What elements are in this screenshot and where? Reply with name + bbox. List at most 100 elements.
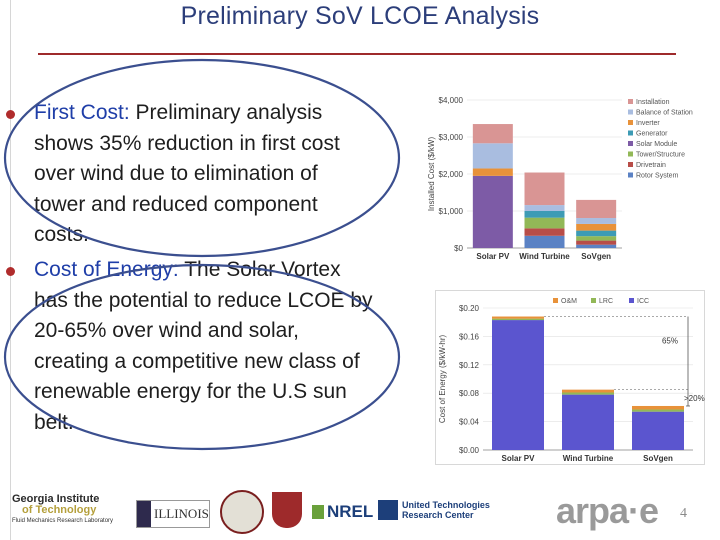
bar-segment [576, 230, 617, 237]
legend-swatch [553, 298, 558, 303]
legend-entry: Rotor System [636, 173, 679, 180]
illinois-logo: ILLINOIS [136, 500, 210, 528]
nrel-mark [312, 505, 324, 519]
utrc-name-1: United Technologies [402, 500, 490, 510]
slide-title: Preliminary SoV LCOE Analysis [180, 2, 540, 30]
x-tick-label: Solar PV [476, 252, 510, 261]
bar-segment [576, 199, 617, 219]
legend-swatch [628, 99, 633, 104]
legend-entry: O&M [561, 298, 577, 305]
illinois-mark [137, 501, 151, 527]
bar-segment [576, 244, 617, 248]
bar-segment [632, 405, 684, 410]
nrel-wordmark: NREL [327, 502, 374, 521]
bar-segment [492, 318, 544, 321]
bullet-marker-2 [6, 267, 15, 276]
x-tick-label: Solar PV [502, 454, 536, 463]
y-axis-label: Installed Cost ($/kW) [427, 137, 436, 212]
bar-segment [632, 411, 684, 450]
bullet-head: First Cost: [34, 101, 130, 124]
cost-of-energy-chart: Cost of Energy ($/kW-hr) $0.00 $0.04 $0.08 $… [435, 290, 705, 465]
legend-swatch [628, 120, 633, 125]
bullet-text: The Solar Vortex has the potential to re… [34, 258, 373, 434]
utrc-name-2: Research Center [402, 510, 474, 520]
legend-swatch [628, 130, 633, 136]
y-tick-label: $0.08 [459, 389, 480, 398]
installed-cost-chart: Installed Cost ($/kW) $0 $1,000 $2,000 $3,00… [427, 96, 693, 261]
bar-segment [632, 409, 684, 412]
legend-swatch [628, 162, 633, 167]
legend-swatch [628, 172, 633, 178]
y-tick-label: $0.12 [459, 361, 480, 370]
illinois-wordmark: ILLINOIS [154, 506, 209, 521]
legend-entry: Drivetrain [636, 162, 666, 169]
bullet-first-cost: First Cost: Preliminary analysis shows 3… [34, 98, 374, 251]
bar-segment [472, 143, 513, 169]
penn-shield-logo [272, 492, 302, 528]
bar-segment [562, 394, 614, 450]
bar-segment [576, 240, 617, 245]
bar-segment [524, 235, 565, 248]
legend-entry: Generator [636, 131, 668, 138]
x-tick-label: SoVgen [581, 252, 611, 261]
title-underline [38, 53, 676, 55]
legend-entry: Solar Module [636, 141, 677, 148]
annotation-label: 65% [662, 336, 678, 345]
legend-entry: Tower/Structure [636, 152, 685, 159]
georgia-tech-name-1: Georgia Institute [12, 493, 100, 505]
y-tick-label: $3,000 [439, 133, 464, 142]
footer-logos: Georgia Institute of Technology Fluid Me… [0, 486, 720, 540]
y-tick-label: $0 [454, 244, 463, 253]
x-tick-label: SoVgen [643, 454, 673, 463]
legend-swatch [629, 298, 634, 303]
y-tick-label: $4,000 [439, 96, 464, 105]
y-tick-label: $2,000 [439, 170, 464, 179]
bar-segment [524, 211, 565, 218]
page-number: 4 [680, 506, 687, 521]
bar-segment [576, 218, 617, 224]
chart-frame [435, 290, 705, 465]
y-tick-label: $0.00 [459, 446, 480, 455]
georgia-tech-logo: Georgia Institute of Technology Fluid Me… [12, 494, 124, 534]
x-tick-label: Wind Turbine [563, 454, 614, 463]
legend-swatch [591, 298, 596, 303]
y-tick-label: $0.16 [459, 332, 480, 341]
x-tick-label: Wind Turbine [519, 252, 570, 261]
bar-segment [562, 392, 614, 395]
bar-segment [524, 217, 565, 229]
bar-segment [492, 316, 544, 319]
bullet-marker-1 [6, 110, 15, 119]
y-tick-label: $0.20 [459, 304, 480, 313]
utrc-mark [378, 500, 398, 520]
bar-segment [576, 223, 617, 231]
legend-entry: Inverter [636, 120, 660, 127]
bar-segment [524, 172, 565, 206]
seal-logo-1 [220, 490, 264, 534]
legend-swatch [628, 141, 633, 146]
bullet-head: Cost of Energy: [34, 258, 179, 281]
bar-segment [472, 175, 513, 248]
y-tick-label: $1,000 [439, 207, 464, 216]
annotation-label: >20% [684, 394, 705, 403]
y-tick-label: $0.04 [459, 418, 480, 427]
utrc-logo: United Technologies Research Center [378, 500, 490, 520]
bar-segment [524, 205, 565, 211]
bar-segment [472, 168, 513, 176]
legend-swatch [628, 109, 633, 115]
legend-entry: Balance of Station [636, 110, 693, 117]
legend-entry: LRC [599, 298, 613, 305]
bar-segment [576, 236, 617, 241]
georgia-tech-subtitle: Fluid Mechanics Research Laboratory [12, 518, 114, 524]
nrel-logo: NREL [312, 502, 373, 522]
bar-segment [492, 320, 544, 450]
bar-segment [562, 389, 614, 393]
legend-entry: Installation [636, 99, 670, 106]
y-axis-label: Cost of Energy ($/kW-hr) [438, 335, 447, 424]
legend-entry: ICC [637, 298, 649, 305]
legend-swatch [628, 151, 633, 157]
bullet-cost-of-energy: Cost of Energy: The Solar Vortex has the… [34, 255, 374, 438]
bar-segment [472, 124, 513, 144]
arpa-e-logo: arpa·e [556, 490, 659, 531]
bar-segment [524, 228, 565, 236]
georgia-tech-name-2: of Technology [22, 504, 97, 516]
